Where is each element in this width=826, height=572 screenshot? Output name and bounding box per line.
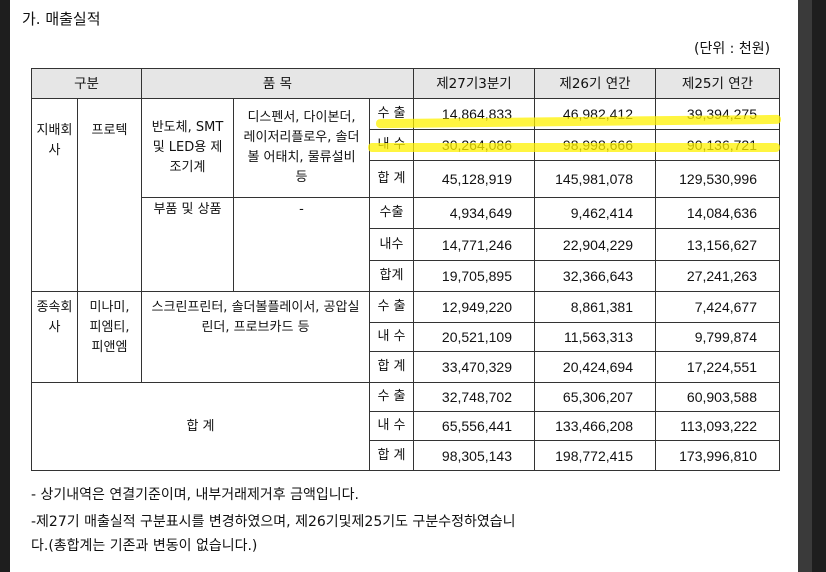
value-cell: 7,424,677 [655, 291, 780, 323]
table-row: 합 계 33,470,329 20,424,694 17,224,551 [32, 351, 780, 383]
detail-b: - [233, 197, 370, 292]
header-annual-26: 제26기 연간 [534, 68, 656, 99]
value-cell: 60,903,588 [655, 382, 780, 412]
table-row: 내수 14,771,246 22,904,229 13,156,627 [32, 228, 780, 261]
type-cell: 수출 [369, 197, 414, 229]
type-cell: 합 계 [369, 351, 414, 383]
total-label: 합 계 [31, 382, 370, 471]
table-row: 합 계 수 출 32,748,702 65,306,207 60,903,588 [31, 382, 780, 471]
header-category: 구분 [31, 68, 142, 99]
highlight-mark [368, 143, 780, 152]
value-cell: 19,705,895 [413, 260, 535, 292]
value-cell: 11,563,313 [534, 322, 656, 352]
value-cell: 13,156,627 [655, 228, 780, 261]
type-cell: 수 출 [369, 291, 414, 323]
value-cell: 129,530,996 [655, 160, 780, 198]
table-row: 지배회사 프로텍 반도체, SMT 및 LED용 제조기계 디스펜서, 다이본더… [31, 98, 780, 292]
type-cell: 합 계 [369, 440, 414, 471]
value-cell: 20,424,694 [534, 351, 656, 383]
note-line: -제27기 매출실적 구분표시를 변경하였으며, 제26기및제25기도 구분수정… [31, 514, 516, 530]
scrollbar[interactable] [798, 0, 812, 572]
sales-table: 구분 품 목 제27기3분기 제26기 연간 제25기 연간 지배회사 프로텍 … [31, 68, 780, 471]
value-cell: 17,224,551 [655, 351, 780, 383]
type-cell: 내수 [369, 228, 414, 261]
value-cell: 14,084,636 [655, 197, 780, 229]
note-line: - 상기내역은 연결기준이며, 내부거래제거후 금액입니다. [31, 487, 359, 503]
subsidiary-label: 종속회사 [31, 291, 78, 383]
value-cell: 65,556,441 [413, 411, 535, 441]
value-cell: 33,470,329 [413, 351, 535, 383]
value-cell: 198,772,415 [534, 440, 656, 471]
header-q3-27: 제27기3분기 [413, 68, 535, 99]
value-cell: 9,462,414 [534, 197, 656, 229]
value-cell: 113,093,222 [655, 411, 780, 441]
parent-label: 지배회사 [31, 98, 78, 292]
value-cell: 8,861,381 [534, 291, 656, 323]
value-cell: 32,366,643 [534, 260, 656, 292]
value-cell: 27,241,263 [655, 260, 780, 292]
type-cell: 내 수 [369, 411, 414, 441]
table-row: 종속회사 미나미, 피엠티, 피앤엠 스크린프린터, 솔더볼플레이서, 공압실린… [31, 291, 780, 383]
unit-label: (단위 : 천원) [694, 41, 771, 57]
value-cell: 12,949,220 [413, 291, 535, 323]
value-cell: 98,305,143 [413, 440, 535, 471]
parent-company: 프로텍 [77, 98, 142, 292]
subsidiary-detail: 스크린프린터, 솔더볼플레이서, 공압실린더, 프로브카드 등 [141, 291, 370, 383]
value-cell: 32,748,702 [413, 382, 535, 412]
product-b: 부품 및 상품 [141, 197, 234, 292]
value-cell: 65,306,207 [534, 382, 656, 412]
value-cell: 45,128,919 [413, 160, 535, 198]
table-row: 부품 및 상품 - 수출 4,934,649 9,462,414 14,084,… [32, 197, 780, 292]
header-annual-25: 제25기 연간 [655, 68, 780, 99]
table-row: 내 수 20,521,109 11,563,313 9,799,874 [32, 322, 780, 352]
value-cell: 133,466,208 [534, 411, 656, 441]
value-cell: 22,904,229 [534, 228, 656, 261]
value-cell: 145,981,078 [534, 160, 656, 198]
type-cell: 합계 [369, 260, 414, 292]
type-cell: 수 출 [369, 382, 414, 412]
value-cell: 14,771,246 [413, 228, 535, 261]
table-row: 합 계 98,305,143 198,772,415 173,996,810 [32, 440, 780, 471]
header-item: 품 목 [141, 68, 414, 99]
table-row: 합 계 45,128,919 145,981,078 129,530,996 [32, 160, 780, 198]
value-cell: 9,799,874 [655, 322, 780, 352]
value-cell: 173,996,810 [655, 440, 780, 471]
type-cell: 합 계 [369, 160, 414, 198]
value-cell: 20,521,109 [413, 322, 535, 352]
subsidiary-company: 미나미, 피엠티, 피앤엠 [77, 291, 142, 383]
section-title: 가. 매출실적 [22, 10, 101, 28]
type-cell: 내 수 [369, 322, 414, 352]
detail-a: 디스펜서, 다이본더, 레이저리플로우, 솔더볼 어태치, 물류설비 등 [233, 98, 370, 198]
header-row: 구분 품 목 제27기3분기 제26기 연간 제25기 연간 [31, 68, 780, 99]
value-cell: 4,934,649 [413, 197, 535, 229]
note-line: 다.(총합계는 기존과 변동이 없습니다.) [31, 538, 258, 554]
product-a: 반도체, SMT 및 LED용 제조기계 [141, 98, 234, 198]
table-row: 합계 19,705,895 32,366,643 27,241,263 [32, 260, 780, 292]
